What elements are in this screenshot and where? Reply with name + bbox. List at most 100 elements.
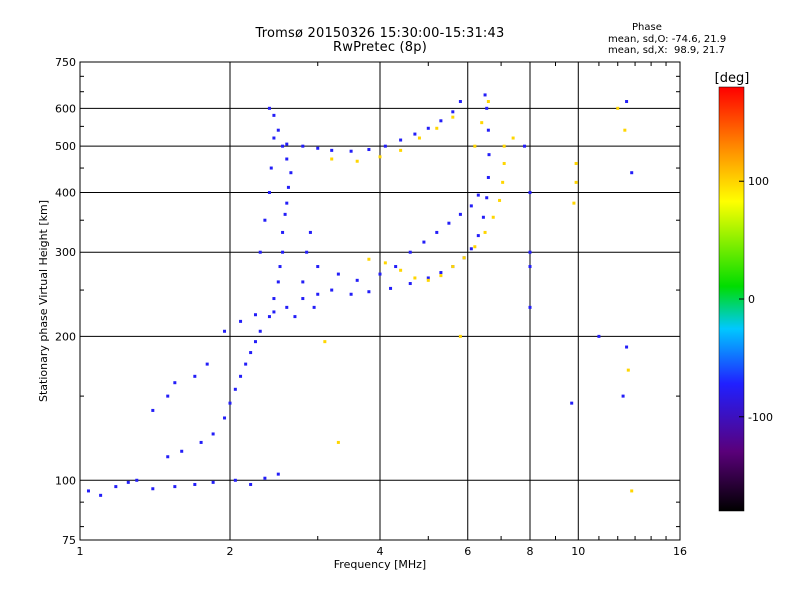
o-mode-point — [408, 250, 412, 254]
y-tick-label: 100 — [55, 474, 76, 487]
x-tick-label: 10 — [571, 545, 585, 558]
o-mode-point — [483, 93, 487, 97]
o-mode-point — [316, 146, 320, 150]
o-mode-point — [151, 408, 155, 412]
x-mode-point — [572, 201, 576, 205]
o-mode-point — [458, 100, 462, 104]
o-mode-point — [469, 204, 473, 208]
o-mode-point — [263, 218, 267, 222]
o-mode-point — [439, 119, 443, 123]
o-mode-point — [486, 128, 490, 132]
x-mode-point — [502, 144, 506, 148]
o-mode-point — [485, 106, 489, 110]
o-mode-point — [447, 221, 451, 225]
o-mode-point — [193, 482, 197, 486]
o-mode-point — [305, 250, 309, 254]
o-mode-point — [267, 315, 271, 319]
o-mode-point — [228, 401, 232, 405]
x-mode-point — [501, 180, 505, 184]
o-mode-point — [258, 250, 262, 254]
o-mode-point — [316, 292, 320, 296]
o-mode-point — [269, 166, 273, 170]
o-mode-point — [349, 149, 353, 153]
x-mode-point — [511, 136, 515, 140]
o-mode-point — [258, 329, 262, 333]
o-mode-point — [272, 113, 276, 117]
o-mode-point — [355, 278, 359, 282]
colorbar-tick-label: -100 — [748, 411, 773, 424]
o-mode-point — [570, 401, 574, 405]
o-mode-point — [126, 480, 130, 484]
o-mode-point — [249, 351, 253, 355]
o-mode-point — [528, 250, 532, 254]
o-mode-point — [367, 290, 371, 294]
y-tick-label: 200 — [55, 330, 76, 343]
o-mode-point — [289, 171, 293, 175]
o-mode-point — [426, 126, 430, 130]
y-tick-label: 300 — [55, 246, 76, 259]
x-tick-label: 6 — [464, 545, 471, 558]
o-mode-point — [394, 265, 398, 269]
o-mode-point — [435, 230, 439, 234]
x-mode-point — [498, 198, 502, 202]
x-mode-point — [323, 340, 327, 344]
o-mode-point — [281, 144, 285, 148]
o-mode-point — [285, 142, 289, 146]
o-mode-point — [408, 282, 412, 286]
x-mode-point — [486, 100, 490, 104]
o-mode-point — [625, 100, 629, 104]
o-mode-point — [458, 212, 462, 216]
phase-label: Phase — [632, 22, 662, 33]
o-mode-point — [253, 313, 257, 317]
y-tick-label: 750 — [55, 56, 76, 69]
o-mode-point — [135, 478, 139, 482]
o-mode-point — [205, 362, 209, 366]
x-mode-point — [426, 278, 430, 282]
y-tick-label: 500 — [55, 140, 76, 153]
o-mode-point — [86, 489, 90, 493]
o-mode-point — [233, 478, 237, 482]
x-mode-point — [480, 121, 484, 125]
o-mode-point — [283, 212, 287, 216]
phase-stats-o: mean, sd,O: -74.6, 21.9 — [608, 34, 727, 45]
o-mode-point — [166, 455, 170, 459]
o-mode-point — [180, 449, 184, 453]
o-mode-point — [239, 374, 243, 378]
o-mode-point — [151, 487, 155, 491]
o-mode-point — [330, 288, 334, 292]
x-mode-point — [616, 106, 620, 110]
y-tick-label: 600 — [55, 102, 76, 115]
phase-stats-x: mean, sd,X: 98.9, 21.7 — [608, 45, 725, 56]
o-mode-point — [249, 482, 253, 486]
o-mode-point — [244, 362, 248, 366]
o-mode-point — [301, 144, 305, 148]
o-mode-point — [193, 374, 197, 378]
o-mode-point — [263, 476, 267, 480]
o-mode-point — [625, 345, 629, 349]
o-mode-point — [267, 106, 271, 110]
x-mode-point — [383, 261, 387, 265]
o-mode-point — [267, 190, 271, 194]
o-mode-point — [523, 144, 527, 148]
colorbar-tick-label: 0 — [748, 293, 755, 306]
x-mode-point — [435, 126, 439, 130]
o-mode-point — [281, 250, 285, 254]
o-mode-point — [336, 272, 340, 276]
x-mode-point — [491, 215, 495, 219]
o-mode-point — [272, 310, 276, 314]
o-mode-point — [378, 272, 382, 276]
x-mode-point — [630, 489, 634, 493]
o-mode-point — [278, 265, 282, 269]
x-mode-point — [574, 180, 578, 184]
x-mode-point — [462, 256, 466, 260]
o-mode-point — [308, 230, 312, 234]
o-mode-point — [166, 394, 170, 398]
x-mode-point — [399, 148, 403, 152]
x-mode-point — [330, 157, 334, 161]
x-tick-label: 16 — [673, 545, 687, 558]
x-tick-label: 1 — [77, 545, 84, 558]
o-mode-point — [223, 329, 227, 333]
x-mode-point — [626, 368, 630, 372]
o-mode-point — [211, 480, 215, 484]
